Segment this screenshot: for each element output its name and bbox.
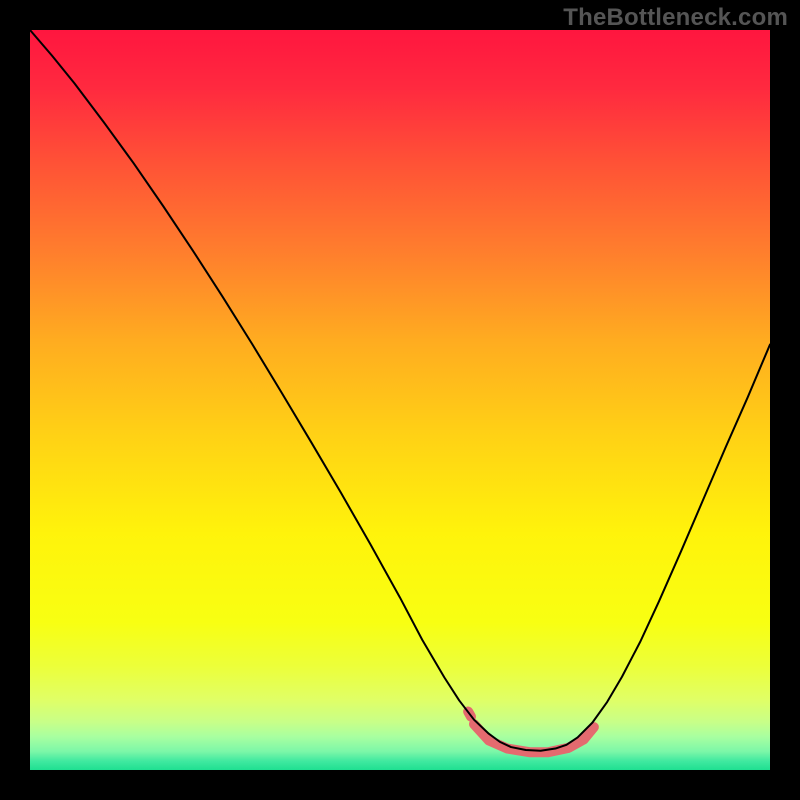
plot-area bbox=[30, 30, 770, 770]
chart-overlay bbox=[30, 30, 770, 770]
highlight-band-segment bbox=[474, 724, 582, 752]
bottleneck-curve bbox=[30, 30, 770, 751]
watermark-label: TheBottleneck.com bbox=[563, 4, 788, 32]
